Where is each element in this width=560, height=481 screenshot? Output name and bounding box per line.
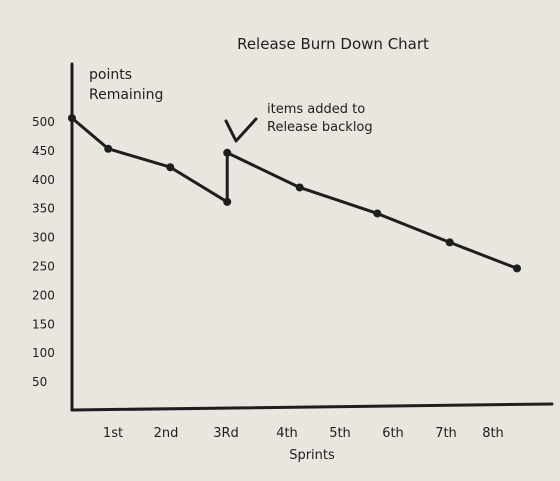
y-tick-label: 250 [32,260,55,274]
data-point [104,144,113,153]
y-axis-label-line-1: points [89,67,132,83]
y-tick-label: 350 [32,202,55,216]
annotation-line-1: items added to [267,102,365,117]
annotation: items added to Release backlog [224,102,373,143]
annotation-line-2: Release backlog [267,120,373,135]
data-point [295,183,304,192]
y-axis-label: points Remaining [89,67,163,103]
y-axis-label-line-2: Remaining [89,87,163,103]
data-point [223,148,232,157]
annotation-check-mark [224,117,258,143]
data-point [373,209,382,218]
y-tick-label: 100 [32,346,55,360]
y-tick-label: 50 [32,375,47,389]
x-tick-label: 5th [329,426,351,441]
x-axis-line [70,402,554,412]
x-tick-label: 2nd [154,426,179,441]
y-tick-label: 450 [32,144,55,158]
x-tick-label: 7th [435,426,457,441]
y-tick-label: 200 [32,288,55,302]
y-tick-label: 400 [32,173,55,187]
x-tick-label: 6th [382,426,404,441]
data-point [513,264,521,273]
data-point [166,163,175,172]
y-tick-label: 150 [32,317,55,331]
chart-title: Release Burn Down Chart [237,35,429,53]
data-point [68,114,76,123]
data-point [445,238,454,247]
data-point [223,197,232,206]
y-tick-label: 500 [32,115,55,129]
x-tick-labels: 1st 2nd 3Rd 4th 5th 6th 7th 8th [103,426,504,441]
x-axis-label: Sprints [289,448,335,463]
x-tick-label: 1st [103,426,123,441]
y-tick-labels: 500 450 400 350 300 250 200 150 100 50 [32,115,55,389]
x-tick-label: 8th [482,426,504,441]
series-group [68,114,521,273]
x-tick-label: 3Rd [213,426,239,441]
y-tick-label: 300 [32,231,55,245]
x-tick-label: 4th [276,426,298,441]
